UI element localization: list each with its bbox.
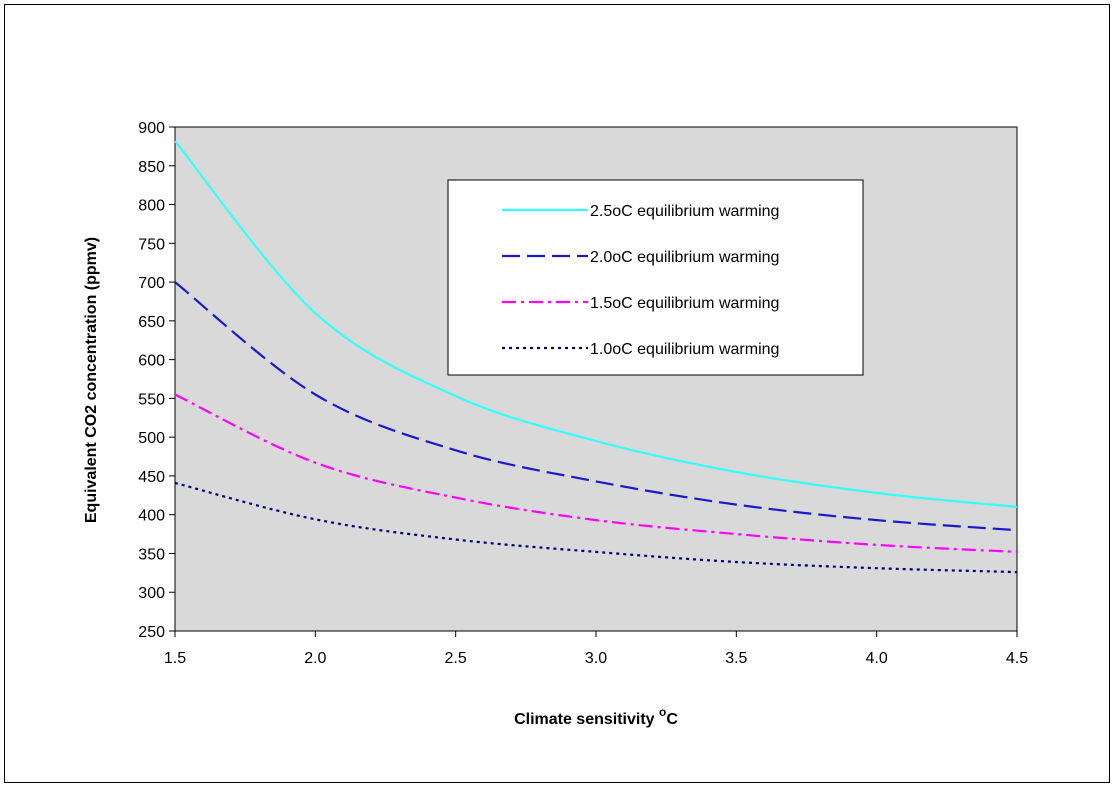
x-tick-label: 4.0 <box>866 650 888 667</box>
y-tick-label: 250 <box>138 624 165 641</box>
y-tick-label: 550 <box>138 391 165 408</box>
legend-label-3: 1.5oC equilibrium warming <box>590 295 779 312</box>
series-line-3 <box>174 393 1018 553</box>
x-tick-label: 3.5 <box>725 650 747 667</box>
y-tick-label: 350 <box>138 546 165 563</box>
legend-label-4: 1.0oC equilibrium warming <box>590 341 779 358</box>
legend-label-2: 2.0oC equilibrium warming <box>590 249 779 266</box>
y-tick-label: 800 <box>138 198 165 215</box>
legend-label-1: 2.5oC equilibrium warming <box>590 203 779 220</box>
y-tick-label: 300 <box>138 585 165 602</box>
y-tick-label: 450 <box>138 469 165 486</box>
legend-box <box>447 179 864 376</box>
x-tick-label: 2.5 <box>445 650 467 667</box>
y-tick-label: 600 <box>138 353 165 370</box>
series-line-1 <box>174 140 1018 508</box>
y-tick-label: 650 <box>138 314 165 331</box>
y-tick-label: 750 <box>138 236 165 253</box>
legend: 2.5oC equilibrium warming 2.0oC equilibri… <box>447 179 864 376</box>
x-axis-title: Climate sensitivity oC <box>514 705 678 728</box>
y-tick-label: 850 <box>138 159 165 176</box>
series-line-4 <box>174 481 1018 574</box>
y-tick-label: 400 <box>138 508 165 525</box>
y-axis-title: Equivalent CO2 concentration (ppmv) <box>83 237 100 523</box>
y-tick-label: 500 <box>138 430 165 447</box>
x-tick-label: 3.0 <box>585 650 607 667</box>
x-axis: 1.5 2.0 2.5 3.0 3.5 4.0 4.5 <box>164 631 1028 667</box>
x-tick-label: 2.0 <box>304 650 326 667</box>
y-tick-label: 700 <box>138 275 165 292</box>
y-tick-label: 900 <box>138 120 165 137</box>
x-tick-label: 1.5 <box>164 650 186 667</box>
x-tick-label: 4.5 <box>1006 650 1028 667</box>
series-layer <box>174 140 1018 574</box>
y-axis: 250 300 350 400 450 500 550 600 650 700 750 800 850 9… <box>138 120 175 641</box>
series-line-2 <box>174 281 1018 532</box>
